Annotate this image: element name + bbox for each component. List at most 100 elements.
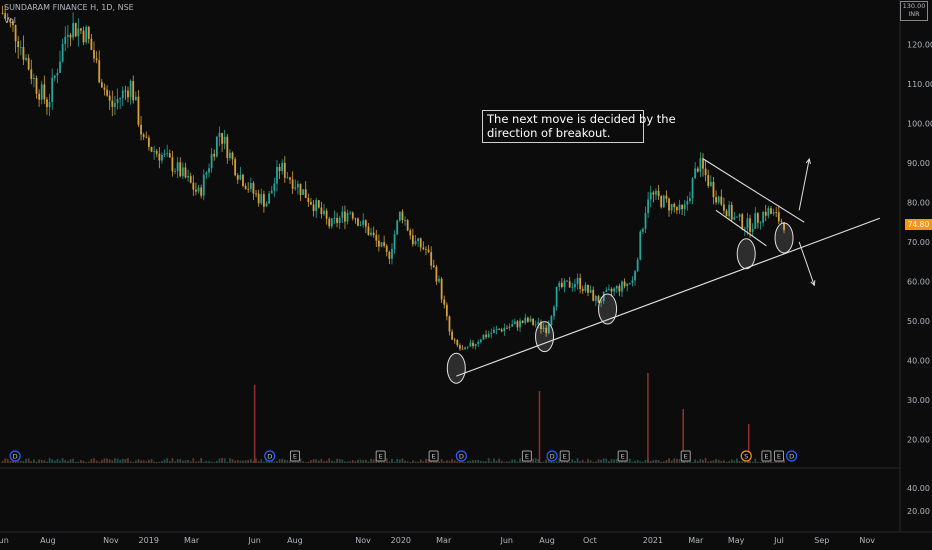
event-marker-dividend[interactable]: D <box>785 450 798 462</box>
volume-bar <box>208 461 210 463</box>
volume-bar <box>85 461 88 463</box>
event-marker-earnings[interactable]: E <box>521 450 532 462</box>
time-axis: Jun Aug Nov 2019 Mar Jun Aug Nov 2020 Mar Jun Aug Oc… <box>0 536 875 545</box>
candle-body <box>150 146 153 152</box>
candle-body <box>127 90 129 98</box>
candle-body <box>568 281 571 288</box>
volume-bar <box>691 461 694 463</box>
volume-bar <box>385 458 388 463</box>
event-marker-earnings[interactable]: E <box>559 450 570 462</box>
event-marker-earnings[interactable]: E <box>773 450 784 462</box>
breakout-arrows <box>798 157 816 287</box>
event-marker-earnings[interactable]: E <box>289 450 300 462</box>
volume-bar <box>579 461 582 463</box>
volume-bar <box>456 461 459 463</box>
volume-bar <box>142 460 145 463</box>
candle-body <box>717 196 720 203</box>
arrow-shaft-down <box>798 241 815 286</box>
volume-bar <box>414 461 417 463</box>
candle-body <box>14 25 17 42</box>
volume-bar <box>286 460 289 463</box>
candle-body <box>547 325 550 334</box>
candle-body <box>652 192 655 195</box>
candle-body <box>181 167 184 177</box>
event-marker-dividend[interactable]: D <box>455 450 467 462</box>
candle-body <box>469 342 472 347</box>
candle-body <box>174 171 176 173</box>
volume-bar <box>153 461 156 463</box>
candle-body <box>9 18 12 22</box>
event-marker-dividend[interactable]: D <box>546 450 558 462</box>
candle-body <box>197 187 200 192</box>
candle-body <box>574 284 576 288</box>
annotation-textbox[interactable]: The next move is decided by the directio… <box>482 110 676 143</box>
volume-axis: 40.00 20.00 <box>907 484 930 516</box>
candle-body <box>32 77 35 79</box>
event-marker-dividend[interactable]: D <box>9 450 21 462</box>
event-marker-earnings[interactable]: E <box>617 450 628 462</box>
candle-body <box>419 238 422 248</box>
event-marker-dividend[interactable]: D <box>264 450 276 462</box>
candle-body <box>401 211 404 221</box>
candle-body <box>87 26 90 39</box>
volume-bar <box>38 459 41 463</box>
volume-bar <box>670 460 673 463</box>
currency-label[interactable]: 130.00 INR <box>900 1 928 21</box>
currency-top-value: 130.00 <box>902 2 926 10</box>
volume-bar <box>6 458 9 463</box>
volume-bar <box>161 461 163 463</box>
volume-bar <box>715 458 717 463</box>
candle-body <box>477 341 480 344</box>
event-marker-earnings[interactable]: E <box>761 450 772 462</box>
candle-body <box>696 168 699 172</box>
candle-body <box>56 72 59 76</box>
event-marker-earnings[interactable]: E <box>680 450 691 462</box>
event-marker-split[interactable]: S <box>740 450 752 462</box>
candle-body <box>184 167 187 178</box>
candle-body <box>500 329 503 332</box>
candle-body <box>247 188 250 190</box>
volume-bar <box>581 459 584 463</box>
event-marker-earnings[interactable]: E <box>375 450 386 462</box>
volume-bar <box>218 458 221 463</box>
volume-bar <box>438 461 440 463</box>
volume-bar <box>709 460 712 463</box>
candle-body <box>495 329 498 330</box>
candle-body <box>205 172 208 175</box>
volume-bar <box>506 461 508 463</box>
volume-bar <box>119 459 122 463</box>
volume-bar <box>69 459 72 463</box>
candle-body <box>641 228 644 232</box>
candle-body <box>114 103 116 107</box>
x-tick-18: Nov <box>859 536 875 545</box>
volume-bar <box>30 461 33 463</box>
x-tick-13: 2021 <box>643 536 663 545</box>
candle-body <box>147 137 150 147</box>
candle-body <box>602 291 605 302</box>
candle-body <box>132 81 135 101</box>
candle-body <box>124 90 127 92</box>
candle-body <box>422 247 425 250</box>
candle-body <box>341 211 344 218</box>
candle-body <box>66 34 69 37</box>
candle-body <box>529 318 532 322</box>
candle-body <box>550 316 553 326</box>
candle-body <box>208 168 210 173</box>
candle-body <box>440 278 443 300</box>
candle-body <box>77 28 80 37</box>
candle-body <box>307 198 310 203</box>
volume-bar <box>707 461 710 463</box>
candle-body <box>521 320 524 323</box>
volume-bar <box>406 461 409 463</box>
volume-bar <box>51 459 54 463</box>
volume-bar <box>367 461 370 463</box>
candle-body <box>116 98 119 104</box>
candle-body <box>657 190 660 197</box>
y-tick-10: 20.00 <box>907 435 930 444</box>
dividend-icon <box>264 450 276 462</box>
candle-body <box>98 60 101 83</box>
candle-body <box>40 84 43 100</box>
candle-body <box>618 285 621 292</box>
event-marker-earnings[interactable]: E <box>428 450 439 462</box>
